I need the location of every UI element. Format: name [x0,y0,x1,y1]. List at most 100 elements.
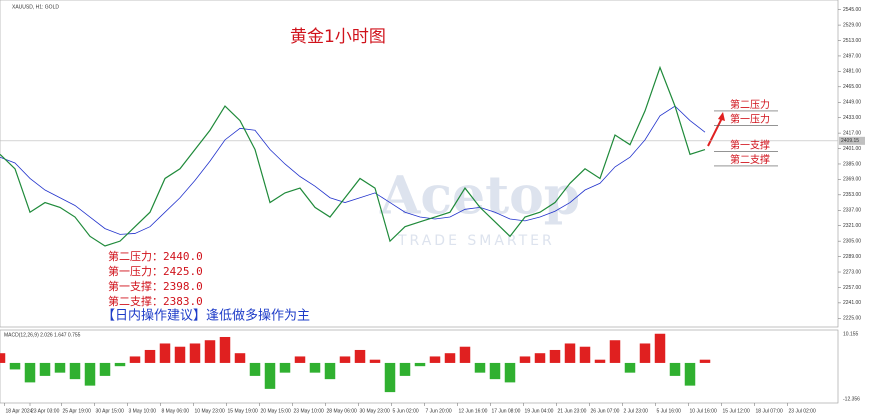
x-tick-label: 28 May 06:00 [327,408,358,414]
y-tick-label: 2289.00 [843,254,861,260]
y-tick-label: 2225.00 [843,316,861,322]
macd-bar [189,343,201,363]
watermark-sub: TRADE SMARTER [397,233,555,249]
macd-bar [354,349,366,363]
x-tick-label: 23 May 10:00 [294,408,325,414]
chart-title: 黄金1小时图 [290,27,386,47]
macd-bar [699,359,711,363]
level-note: 第一支撑：2398.0 [108,279,203,293]
y-tick-label: 2305.00 [843,238,861,244]
macd-bar [564,343,576,363]
x-tick-label: 23 Jul 02:00 [789,408,816,414]
x-tick-label: 17 Jun 08:00 [492,408,521,414]
y-tick-label: 2545.00 [843,7,861,13]
macd-bar [99,362,111,376]
x-tick-label: 19 Jun 04:00 [525,408,554,414]
price-line [0,65,706,247]
macd-bar [654,333,666,363]
macd-bar [519,356,531,363]
macd-bar [294,356,306,363]
x-tick-label: 23 Apr 03:00 [31,408,60,414]
y-tick-label: 2433.00 [843,115,861,121]
watermark: Acetop [379,166,580,227]
x-tick-label: 15 Jul 12:00 [723,408,750,414]
x-tick-label: 8 May 06:00 [162,408,190,414]
macd-bar [69,362,81,380]
macd-bar [474,362,486,373]
x-tick-label: 7 Jun 20:00 [426,408,452,414]
last-price-box [839,136,865,145]
y-tick-label: 2241.00 [843,300,861,306]
macd-bar [174,346,186,363]
level-label: 第一支撑 [730,138,770,151]
macd-bar [114,362,126,367]
macd-bar [444,353,456,363]
macd-bar [9,362,21,370]
macd-bar [684,362,696,386]
macd-bar [84,362,96,386]
arrow-head [718,112,725,121]
y-tick-label: 2529.00 [843,22,861,28]
level-label: 第二支撑 [730,153,770,166]
macd-tick-label: 10.155 [843,331,859,337]
macd-bar [39,362,51,376]
macd-bar [399,362,411,376]
macd-bar [204,340,216,363]
y-tick-label: 2481.00 [843,69,861,75]
macd-bar [324,362,336,380]
level-note: 第一压力：2425.0 [108,264,203,278]
macd-bar [579,346,591,363]
x-tick-label: 5 Jun 02:00 [393,408,419,414]
macd-bar [0,353,6,363]
x-tick-label: 20 May 15:00 [261,408,292,414]
macd-bar [429,356,441,363]
macd-tick-label: -12.356 [843,396,860,402]
main-frame [0,0,839,328]
x-tick-label: 10 Jul 16:00 [690,408,717,414]
level-label: 第二压力 [730,98,770,111]
macd-frame [0,329,839,404]
x-tick-label: 18 Apr 2024 [6,408,33,414]
y-tick-label: 2497.00 [843,53,861,59]
last-price-label: 2409.15 [841,138,859,144]
macd-bar [489,362,501,380]
x-tick-label: 26 Jun 07:00 [591,408,620,414]
x-tick-label: 15 May 19:00 [228,408,259,414]
y-tick-label: 2449.00 [843,100,861,106]
x-tick-label: 5 Jul 16:00 [657,408,682,414]
y-tick-label: 2465.00 [843,84,861,90]
y-tick-label: 2257.00 [843,285,861,291]
macd-bar [669,362,681,376]
x-tick-label: 12 Jun 16:00 [459,408,488,414]
level-note: 第二支撑：2383.0 [108,294,203,308]
macd-bar [54,362,66,373]
macd-bar [624,362,636,373]
macd-bar [534,353,546,363]
y-tick-label: 2337.00 [843,208,861,214]
y-tick-label: 2385.00 [843,161,861,167]
trend-arrow [707,117,723,147]
x-tick-label: 30 Apr 15:00 [96,408,125,414]
x-tick-label: 30 May 23:00 [360,408,391,414]
y-tick-label: 2353.00 [843,192,861,198]
y-tick-label: 2513.00 [843,38,861,44]
macd-bar [639,343,651,363]
x-tick-label: 25 Apr 19:00 [63,408,92,414]
y-tick-label: 2401.00 [843,146,861,152]
macd-bar [264,362,276,389]
y-tick-label: 2417.00 [843,130,861,136]
x-tick-label: 18 Jul 07:00 [756,408,783,414]
macd-bar [414,362,426,367]
macd-bar [504,362,516,383]
macd-bar [609,340,621,363]
x-tick-label: 2 Jul 23:00 [624,408,649,414]
advice: 【日内操作建议】逢低做多操作为主 [102,308,310,324]
macd-bar [549,349,561,363]
macd-bar [369,359,381,363]
x-tick-label: 10 May 23:00 [195,408,226,414]
macd-bar [234,353,246,363]
macd-bar [219,336,231,363]
macd-bar [309,362,321,373]
y-tick-label: 2321.00 [843,223,861,229]
